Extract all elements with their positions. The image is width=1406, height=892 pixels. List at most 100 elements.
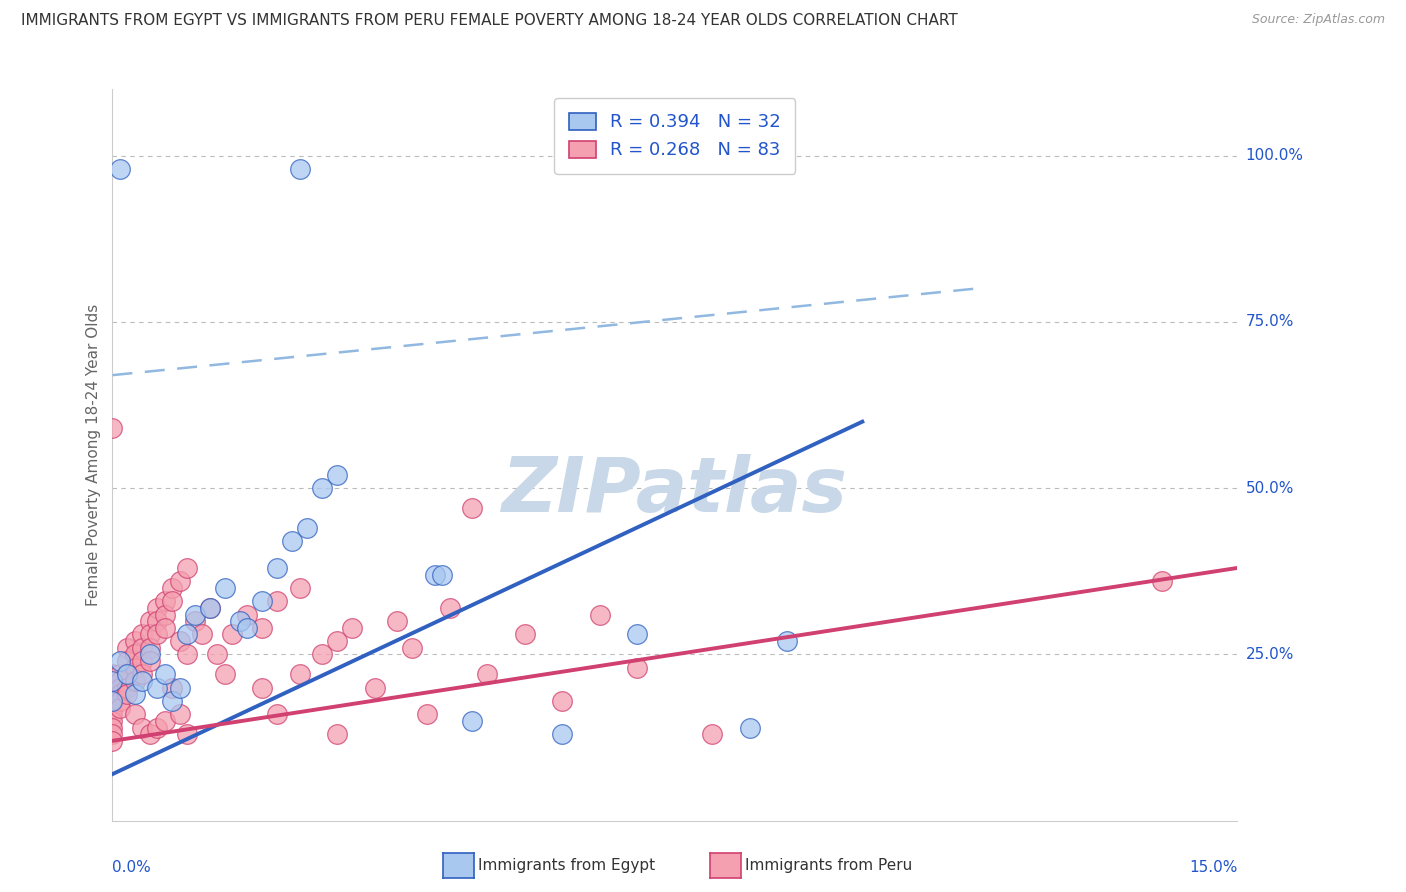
Text: Immigrants from Peru: Immigrants from Peru xyxy=(745,858,912,872)
Point xyxy=(266,561,288,575)
Point xyxy=(176,727,198,741)
Point xyxy=(101,421,124,435)
Text: Source: ZipAtlas.com: Source: ZipAtlas.com xyxy=(1251,13,1385,27)
Point xyxy=(461,501,484,516)
Point xyxy=(207,648,229,662)
Point xyxy=(589,607,612,622)
Point xyxy=(153,621,176,635)
Point xyxy=(191,627,214,641)
Point xyxy=(101,714,124,728)
Point xyxy=(124,661,146,675)
Point xyxy=(101,727,124,741)
Text: 100.0%: 100.0% xyxy=(1246,148,1303,163)
Point xyxy=(101,694,124,708)
Point xyxy=(229,614,252,628)
Point xyxy=(131,721,153,735)
Point xyxy=(153,667,176,681)
Text: 0.0%: 0.0% xyxy=(112,860,152,874)
Point xyxy=(108,161,131,176)
Point xyxy=(124,634,146,648)
Point xyxy=(131,667,153,681)
Point xyxy=(101,681,124,695)
Point xyxy=(101,700,124,714)
Point xyxy=(252,681,274,695)
Text: 15.0%: 15.0% xyxy=(1189,860,1237,874)
Point xyxy=(266,707,288,722)
Point xyxy=(477,667,499,681)
Point xyxy=(124,707,146,722)
Point xyxy=(146,721,169,735)
Point xyxy=(117,654,139,668)
Point xyxy=(139,614,162,628)
Point xyxy=(153,607,176,622)
Point xyxy=(131,640,153,655)
Point xyxy=(311,648,333,662)
Point xyxy=(108,687,131,701)
Point xyxy=(108,681,131,695)
Point xyxy=(139,640,162,655)
Point xyxy=(169,707,191,722)
Point xyxy=(162,594,184,608)
Point xyxy=(124,673,146,688)
Point xyxy=(146,600,169,615)
Point xyxy=(124,648,146,662)
Point xyxy=(176,648,198,662)
Point xyxy=(124,687,146,701)
Point xyxy=(101,694,124,708)
Point xyxy=(139,627,162,641)
Point xyxy=(342,621,364,635)
Point xyxy=(146,614,169,628)
Y-axis label: Female Poverty Among 18-24 Year Olds: Female Poverty Among 18-24 Year Olds xyxy=(86,304,101,606)
Point xyxy=(139,654,162,668)
Legend: R = 0.394   N = 32, R = 0.268   N = 83: R = 0.394 N = 32, R = 0.268 N = 83 xyxy=(554,98,796,174)
Point xyxy=(551,694,574,708)
Point xyxy=(288,161,311,176)
Text: 25.0%: 25.0% xyxy=(1246,647,1294,662)
Point xyxy=(162,681,184,695)
Point xyxy=(387,614,409,628)
Point xyxy=(101,667,124,681)
Point xyxy=(423,567,446,582)
Text: 50.0%: 50.0% xyxy=(1246,481,1294,496)
Point xyxy=(214,581,236,595)
Text: Immigrants from Egypt: Immigrants from Egypt xyxy=(478,858,655,872)
Point xyxy=(461,714,484,728)
Point xyxy=(131,673,153,688)
Point xyxy=(236,621,259,635)
Text: IMMIGRANTS FROM EGYPT VS IMMIGRANTS FROM PERU FEMALE POVERTY AMONG 18-24 YEAR OL: IMMIGRANTS FROM EGYPT VS IMMIGRANTS FROM… xyxy=(21,13,957,29)
Point xyxy=(214,667,236,681)
Point xyxy=(117,667,139,681)
Point xyxy=(101,673,124,688)
Point xyxy=(169,681,191,695)
Point xyxy=(776,634,799,648)
Point xyxy=(108,673,131,688)
Point xyxy=(288,581,311,595)
Point xyxy=(326,467,349,482)
Point xyxy=(252,621,274,635)
Point xyxy=(108,694,131,708)
Point xyxy=(626,627,648,641)
Point xyxy=(281,534,304,549)
Point xyxy=(101,721,124,735)
Point xyxy=(288,667,311,681)
Point xyxy=(738,721,761,735)
Point xyxy=(702,727,724,741)
Point xyxy=(108,667,131,681)
Point xyxy=(198,600,221,615)
Point xyxy=(326,727,349,741)
Point xyxy=(626,661,648,675)
Point xyxy=(101,734,124,748)
Point xyxy=(153,594,176,608)
Point xyxy=(184,607,207,622)
Point xyxy=(117,640,139,655)
Point xyxy=(184,614,207,628)
Point xyxy=(146,627,169,641)
Point xyxy=(108,654,131,668)
Point xyxy=(169,574,191,589)
Point xyxy=(297,521,319,535)
Point xyxy=(162,694,184,708)
Point xyxy=(198,600,221,615)
Point xyxy=(401,640,423,655)
Point xyxy=(432,567,454,582)
Point xyxy=(139,648,162,662)
